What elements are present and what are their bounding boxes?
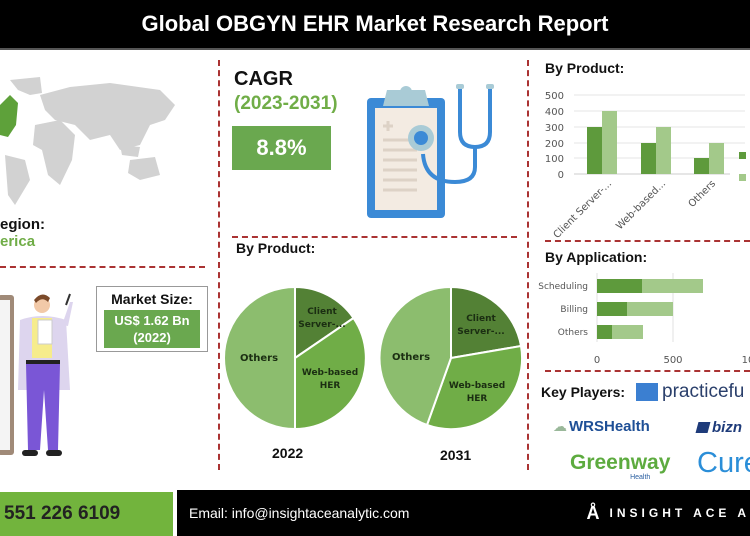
divider-right-horizontal-2 bbox=[545, 370, 750, 372]
divider-left-horizontal bbox=[0, 266, 205, 268]
market-size-value-box: US$ 1.62 Bn (2022) bbox=[104, 310, 200, 348]
pie-year-2031: 2031 bbox=[440, 447, 472, 463]
cagr-label: CAGR bbox=[234, 68, 293, 90]
clipboard-stethoscope-icon bbox=[367, 84, 494, 218]
svg-text:Billing: Billing bbox=[560, 305, 588, 315]
svg-text:300: 300 bbox=[545, 123, 564, 134]
market-size-year: (2022) bbox=[133, 330, 171, 345]
divider-center-horizontal bbox=[232, 236, 517, 238]
svg-text:Scheduling: Scheduling bbox=[538, 282, 588, 292]
svg-text:Web-based: Web-based bbox=[302, 368, 358, 378]
market-size-card: Market Size: US$ 1.62 Bn (2022) bbox=[96, 286, 208, 352]
bar-application-title: By Application: bbox=[545, 249, 648, 265]
svg-text:500: 500 bbox=[663, 355, 682, 366]
pie-chart-2022: Others Client Server-... Web-based HER bbox=[223, 285, 367, 431]
logo-bizmatics: bizn bbox=[695, 419, 742, 436]
svg-text:Client: Client bbox=[307, 307, 337, 317]
cagr-value: 8.8% bbox=[256, 135, 307, 160]
svg-text:200: 200 bbox=[545, 139, 564, 150]
svg-text:400: 400 bbox=[545, 107, 564, 118]
bar-chart-product: 500 400 300 200 100 0 Client Server-... Web-… bbox=[545, 91, 746, 238]
pie-section-title: By Product: bbox=[236, 240, 316, 256]
divider-vertical-right bbox=[527, 60, 529, 470]
svg-text:Client Server-...: Client Server-... bbox=[552, 178, 615, 238]
insightace-icon: Å bbox=[586, 502, 600, 523]
svg-text:Web-based: Web-based bbox=[449, 381, 505, 391]
svg-text:Client: Client bbox=[466, 314, 496, 324]
svg-text:100: 100 bbox=[545, 154, 564, 165]
logo-greenway: Greenway Health bbox=[570, 451, 671, 482]
bizmatics-icon bbox=[695, 422, 711, 433]
region-label: egion: bbox=[0, 216, 45, 233]
brand-logo: Å INSIGHT ACE A bbox=[586, 502, 750, 523]
footer-contact: Email: info@insightaceanalytic.com Å INS… bbox=[177, 490, 750, 536]
svg-text:HER: HER bbox=[467, 394, 488, 404]
svg-text:10: 10 bbox=[742, 355, 750, 366]
world-map-icon bbox=[0, 77, 175, 205]
cagr-value-box: 8.8% bbox=[232, 126, 331, 170]
logo-wrshealth: ☁ WRSHealth bbox=[553, 418, 650, 435]
svg-text:Server-...: Server-... bbox=[457, 327, 504, 337]
market-size-label: Market Size: bbox=[111, 291, 193, 307]
cloud-icon: ☁ bbox=[553, 418, 567, 434]
svg-text:Others: Others bbox=[392, 352, 430, 363]
divider-vertical-left bbox=[218, 60, 220, 470]
svg-text:HER: HER bbox=[320, 381, 341, 391]
logo-curemd: Cure bbox=[697, 447, 750, 479]
bar-product-title: By Product: bbox=[545, 60, 625, 76]
report-title: Global OBGYN EHR Market Research Report bbox=[141, 11, 609, 36]
region-value: erica bbox=[0, 233, 36, 250]
phone-link[interactable]: 551 226 6109 bbox=[4, 503, 121, 524]
svg-text:Others: Others bbox=[687, 178, 719, 210]
email-link[interactable]: Email: info@insightaceanalytic.com bbox=[189, 505, 410, 521]
svg-text:500: 500 bbox=[545, 91, 564, 102]
svg-text:Server-...: Server-... bbox=[298, 320, 345, 330]
market-size-value: US$ 1.62 Bn bbox=[114, 313, 190, 328]
divider-right-horizontal-1 bbox=[545, 240, 750, 242]
pie-chart-2031: Others Client Server-... Web-based HER bbox=[378, 285, 524, 431]
doctor-illustration-icon bbox=[0, 293, 73, 456]
practicefusion-icon bbox=[636, 383, 658, 401]
pie-year-2022: 2022 bbox=[272, 445, 304, 461]
key-players-label: Key Players: bbox=[541, 384, 626, 400]
cagr-period: (2023-2031) bbox=[234, 93, 338, 114]
svg-text:Others: Others bbox=[240, 353, 278, 364]
svg-text:0: 0 bbox=[558, 170, 564, 181]
logo-practicefusion: practicefu bbox=[636, 381, 744, 403]
report-header: Global OBGYN EHR Market Research Report bbox=[0, 0, 750, 50]
svg-text:Web-based...: Web-based... bbox=[614, 178, 668, 232]
bar-chart-application: Scheduling Billing Others 0 500 10 bbox=[538, 273, 750, 366]
svg-text:0: 0 bbox=[594, 355, 600, 366]
svg-text:Others: Others bbox=[558, 328, 589, 338]
footer-phone: 551 226 6109 bbox=[0, 492, 173, 536]
